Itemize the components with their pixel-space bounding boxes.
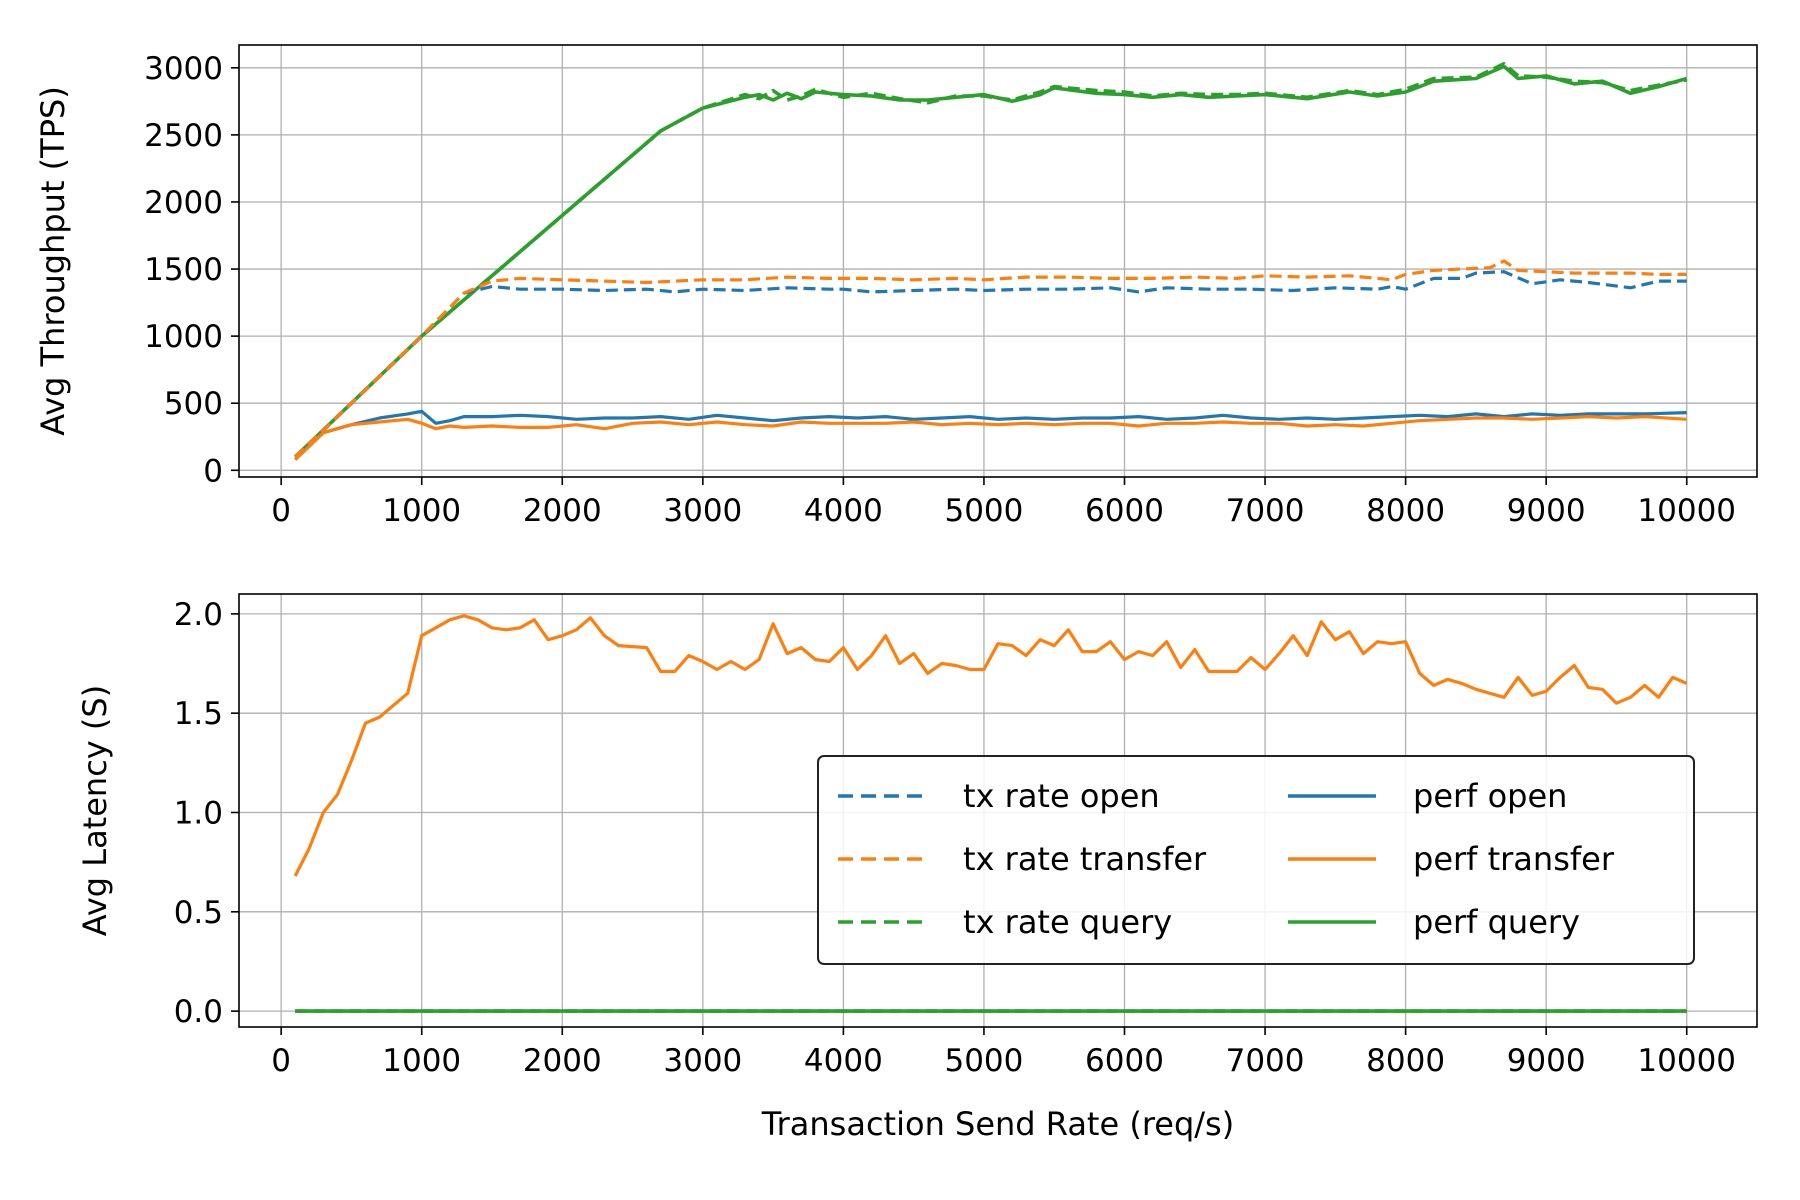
x-tick-label: 0 xyxy=(271,1043,291,1079)
x-tick-label: 1000 xyxy=(382,1043,461,1079)
legend-label: tx rate query xyxy=(963,903,1172,941)
legend-label: tx rate open xyxy=(963,777,1160,815)
series-group xyxy=(293,61,1688,461)
series-line-perf-transfer xyxy=(293,614,1688,877)
x-tick-label: 7000 xyxy=(1226,1043,1305,1079)
x-tick-label: 7000 xyxy=(1226,493,1305,529)
x-tick-label: 8000 xyxy=(1366,493,1445,529)
y-tick-label: 1500 xyxy=(144,252,223,288)
y-tick-label: 2000 xyxy=(144,185,223,221)
legend-label: perf transfer xyxy=(1413,840,1615,878)
x-tick-label: 5000 xyxy=(944,1043,1023,1079)
x-tick-label: 4000 xyxy=(804,493,883,529)
axes-frame xyxy=(238,44,1758,478)
x-tick-label: 3000 xyxy=(663,493,742,529)
legend-item: tx rate transfer xyxy=(838,840,1207,878)
series-group xyxy=(293,614,1688,1013)
y-tick-label: 1.5 xyxy=(174,696,223,732)
series-line-tx-rate-transfer xyxy=(294,259,1687,459)
x-tick-label: 8000 xyxy=(1366,1043,1445,1079)
panel-top: 0 1000 2000 3000 4000 5000 6000 7000 8000 9000 100… xyxy=(34,44,1758,529)
y-tick-label: 500 xyxy=(164,386,223,422)
series-line-tx-rate-open xyxy=(294,270,1687,459)
x-tick-label: 0 xyxy=(271,493,291,529)
legend-item: perf query xyxy=(1288,903,1580,941)
y-tick-label: 0.5 xyxy=(174,895,223,931)
series-line-perf-transfer xyxy=(294,415,1687,461)
y-axis-label: Avg Latency (S) xyxy=(76,685,114,936)
legend-item: perf transfer xyxy=(1288,840,1615,878)
x-tick-label: 10000 xyxy=(1637,1043,1736,1079)
x-axis-label: Transaction Send Rate (req/s) xyxy=(761,1105,1234,1143)
x-axis: 0 1000 2000 3000 4000 5000 6000 7000 8000 9000 100… xyxy=(271,477,1736,529)
series-line-perf-query xyxy=(293,64,1688,459)
y-tick-label: 2500 xyxy=(144,118,223,154)
legend-item: tx rate open xyxy=(838,777,1160,815)
x-axis: 0 1000 2000 3000 4000 5000 6000 7000 8000 9000 100… xyxy=(271,1027,1736,1079)
x-tick-label: 10000 xyxy=(1637,493,1736,529)
legend-label: perf open xyxy=(1413,777,1567,815)
x-tick-label: 9000 xyxy=(1507,493,1586,529)
legend: tx rate open tx rate transfer tx rate quer… xyxy=(817,755,1695,965)
y-tick-label: 3000 xyxy=(144,51,223,87)
legend-item: perf open xyxy=(1288,777,1567,815)
y-tick-label: 0 xyxy=(203,453,223,489)
x-tick-label: 5000 xyxy=(944,493,1023,529)
y-axis-label: Avg Throughput (TPS) xyxy=(34,86,72,436)
y-tick-label: 0.0 xyxy=(174,994,223,1030)
gridlines xyxy=(239,45,1757,477)
y-tick-label: 1.0 xyxy=(174,795,223,831)
y-axis: 0.0 0.5 1.0 1.5 2.0 xyxy=(174,597,239,1030)
y-tick-label: 2.0 xyxy=(174,597,223,633)
series-line-tx-rate-query xyxy=(293,61,1688,459)
legend-label: perf query xyxy=(1413,903,1580,941)
x-tick-label: 3000 xyxy=(663,1043,742,1079)
legend-label: tx rate transfer xyxy=(963,840,1207,878)
x-tick-label: 6000 xyxy=(1085,493,1164,529)
axes-frame xyxy=(238,593,1758,1028)
y-axis: 0 500 1000 1500 2000 2500 3000 xyxy=(144,51,239,489)
x-tick-label: 1000 xyxy=(382,493,461,529)
legend-item: tx rate query xyxy=(838,903,1172,941)
y-tick-label: 1000 xyxy=(144,319,223,355)
x-tick-label: 2000 xyxy=(523,493,602,529)
legend-frame xyxy=(817,755,1695,965)
x-tick-label: 9000 xyxy=(1507,1043,1586,1079)
x-tick-label: 4000 xyxy=(804,1043,883,1079)
series-line-perf-open xyxy=(294,409,1687,461)
x-tick-label: 2000 xyxy=(523,1043,602,1079)
x-tick-label: 6000 xyxy=(1085,1043,1164,1079)
